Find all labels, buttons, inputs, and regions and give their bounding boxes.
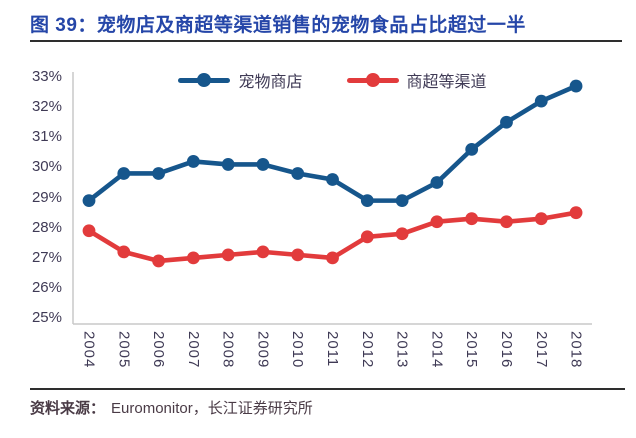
data-point-marker xyxy=(117,167,131,180)
data-point-marker xyxy=(569,79,583,93)
x-tick-label: 2005 xyxy=(115,331,133,369)
x-tick-label: 2006 xyxy=(150,331,168,369)
source-label: 资料来源： xyxy=(30,400,106,417)
legend-marker-dot xyxy=(365,73,380,87)
data-point-marker xyxy=(430,215,444,229)
y-tick-label: 25% xyxy=(31,309,62,327)
data-point-marker xyxy=(465,142,479,156)
x-tick-label: 2016 xyxy=(497,331,515,369)
x-tick-label: 2018 xyxy=(567,331,585,369)
data-point-marker xyxy=(256,158,270,171)
data-point-marker xyxy=(395,227,409,241)
x-tick-label: 2015 xyxy=(463,331,481,369)
data-point-marker xyxy=(152,254,165,268)
x-tick-label: 2007 xyxy=(184,331,202,369)
x-tick-label: 2004 xyxy=(80,331,98,369)
x-tick-label: 2009 xyxy=(254,331,272,369)
data-point-marker xyxy=(534,94,548,108)
data-point-marker xyxy=(291,167,305,180)
y-tick-label: 28% xyxy=(31,218,62,236)
figure-title: 图 39：宠物店及商超等渠道销售的宠物食品占比超过一半 xyxy=(30,15,526,36)
footer-divider xyxy=(30,388,625,390)
data-point-marker xyxy=(82,194,96,208)
x-tick-label: 2008 xyxy=(219,331,237,369)
x-tick-label: 2012 xyxy=(358,331,376,369)
data-point-marker xyxy=(500,115,513,129)
x-tick-label: 2013 xyxy=(393,331,411,369)
y-tick-label: 31% xyxy=(31,128,62,146)
source-note: 资料来源： Euromonitor，长江证券研究所 xyxy=(30,397,313,418)
data-point-marker xyxy=(186,155,200,168)
data-point-marker xyxy=(186,251,200,265)
y-tick-label: 32% xyxy=(31,98,62,116)
pet-store-line-swatch-icon xyxy=(178,73,231,87)
source-text: Euromonitor，长江证券研究所 xyxy=(111,400,313,417)
x-tick-label: 2017 xyxy=(532,331,550,369)
legend-marker-dot xyxy=(197,73,212,87)
data-point-marker xyxy=(291,248,305,262)
data-point-marker xyxy=(326,251,339,265)
data-point-marker xyxy=(256,245,270,259)
data-point-marker xyxy=(569,206,583,220)
data-point-marker xyxy=(465,212,479,226)
y-tick-label: 30% xyxy=(31,158,62,176)
data-point-marker xyxy=(360,194,374,208)
legend-label-supermarket: 商超等渠道 xyxy=(406,74,487,91)
data-point-marker xyxy=(221,248,235,262)
y-tick-label: 26% xyxy=(31,279,62,297)
data-point-marker xyxy=(360,230,374,244)
title-divider xyxy=(30,40,622,42)
y-tick-label: 27% xyxy=(31,248,62,266)
y-tick-label: 29% xyxy=(31,188,62,206)
data-point-marker xyxy=(534,212,548,226)
supermarket-line-swatch-icon xyxy=(346,73,399,87)
chart-legend: 宠物商店 商超等渠道 xyxy=(73,68,592,92)
data-point-marker xyxy=(152,167,165,180)
x-tick-label: 2014 xyxy=(428,331,446,369)
legend-item-supermarket: 商超等渠道 xyxy=(346,68,487,92)
data-point-marker xyxy=(430,176,444,189)
legend-item-pet-store: 宠物商店 xyxy=(178,68,303,92)
data-point-marker xyxy=(395,194,409,208)
x-tick-label: 2010 xyxy=(289,331,307,369)
x-tick-label: 2011 xyxy=(324,331,342,368)
data-point-marker xyxy=(117,245,131,259)
data-point-marker xyxy=(500,215,513,229)
data-point-marker xyxy=(82,224,96,238)
data-point-marker xyxy=(221,158,235,171)
legend-label-pet-store: 宠物商店 xyxy=(238,74,303,91)
data-point-marker xyxy=(326,173,339,186)
y-tick-label: 33% xyxy=(31,68,62,85)
